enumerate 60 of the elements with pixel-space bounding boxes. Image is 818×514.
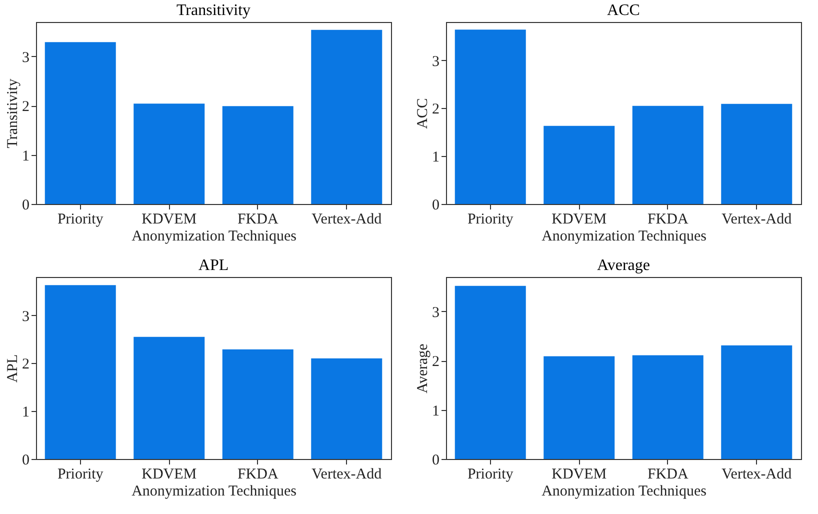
bar [222,349,294,459]
x-tick-label: Vertex-Add [722,466,792,482]
chart-title: APL [198,257,229,274]
x-tick-label: KDVEM [552,212,607,228]
y-axis-title: Average [415,343,431,394]
x-tick-label: Priority [467,466,514,482]
y-tick-label: 1 [432,150,440,166]
x-tick-label: Priority [467,212,514,228]
x-axis-title: Anonymization Techniques [542,228,707,244]
bar [311,358,382,459]
bar [44,42,116,204]
y-tick-label: 1 [22,404,30,421]
x-tick-label: KDVEM [142,212,197,228]
bar [632,106,704,204]
x-tick-label: Priority [57,212,104,228]
y-tick-label: 3 [22,308,30,325]
y-tick-label: 2 [432,354,440,370]
x-tick-label: Vertex-Add [312,466,382,482]
x-tick-label: FKDA [237,466,278,482]
y-tick-label: 3 [432,304,440,321]
y-tick-label: 1 [432,403,440,420]
y-axis-title: Transitivity [5,78,21,148]
bar [632,355,704,459]
y-axis-title: APL [5,354,21,383]
x-tick-label: FKDA [647,212,688,228]
bar [454,30,526,204]
y-tick-label: 0 [22,198,30,214]
x-tick-label: KDVEM [552,466,607,482]
bar [454,286,526,459]
y-tick-label: 3 [22,50,30,66]
x-tick-label: Priority [57,466,104,482]
x-axis-title: Anonymization Techniques [132,484,297,500]
chart-title: ACC [607,2,640,19]
y-tick-label: 2 [432,102,440,118]
y-tick-label: 3 [432,54,440,70]
y-tick-label: 0 [22,452,30,468]
bar [222,106,294,204]
bar [311,30,382,204]
x-axis-title: Anonymization Techniques [542,484,707,500]
x-tick-label: FKDA [647,466,688,482]
y-tick-label: 0 [432,452,440,468]
bar [721,345,792,459]
y-tick-label: 2 [22,356,30,373]
bar [544,126,615,204]
y-tick-label: 2 [22,99,30,116]
y-tick-label: 0 [432,198,440,214]
y-axis-title: ACC [415,98,431,129]
chart-title: Transitivity [176,2,251,19]
x-tick-label: FKDA [237,212,278,228]
bar [134,104,205,204]
bar [544,356,615,459]
x-axis-title: Anonymization Techniques [132,228,297,244]
bar [44,285,116,459]
bar [134,336,205,459]
y-tick-label: 1 [22,148,30,164]
chart-title: Average [597,257,650,274]
x-tick-label: Vertex-Add [312,212,382,228]
x-tick-label: Vertex-Add [722,212,792,228]
bar [721,104,792,204]
x-tick-label: KDVEM [142,466,197,482]
